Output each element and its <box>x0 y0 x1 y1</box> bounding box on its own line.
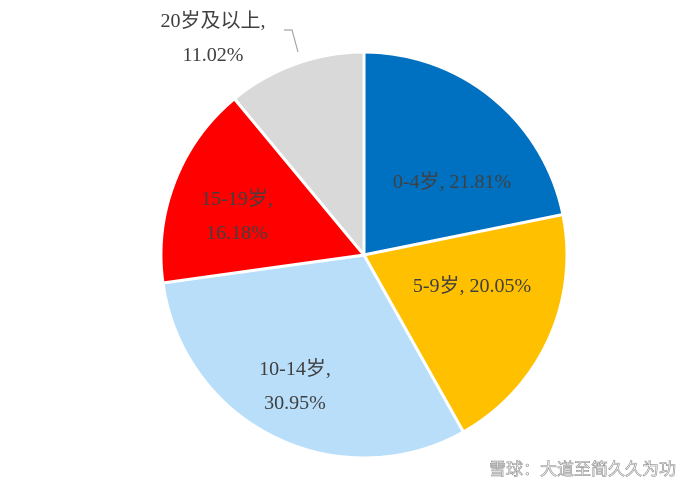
pie-slice <box>161 253 466 460</box>
value-label: 20.05% <box>470 275 532 297</box>
data-label: 5-9岁, 20.05% <box>413 274 531 297</box>
pie-slice <box>232 50 366 260</box>
pie-slice <box>362 50 565 257</box>
value-label: 16.18% <box>206 222 268 244</box>
value-label: 21.81% <box>450 171 512 193</box>
category-label: 5-9岁, <box>413 274 465 297</box>
category-label: 0-4岁, <box>393 170 445 193</box>
data-label: 10-14岁, 30.95% <box>259 357 331 414</box>
value-label: 30.95% <box>264 392 326 414</box>
value-label: 11.02% <box>183 44 244 66</box>
leader-line <box>284 29 299 53</box>
data-label: 20岁及以上, 11.02% <box>161 9 266 66</box>
category-label: 10-14岁, <box>259 357 331 380</box>
category-label: 15-19岁, <box>201 187 273 210</box>
category-label: 20岁及以上, <box>161 9 266 32</box>
pie-slice <box>361 212 569 435</box>
pie-slice <box>159 96 367 285</box>
data-label: 0-4岁, 21.81% <box>393 170 511 193</box>
data-label: 15-19岁, 16.18% <box>201 187 273 244</box>
watermark: 雪球：大道至简久久为功 <box>489 460 676 480</box>
